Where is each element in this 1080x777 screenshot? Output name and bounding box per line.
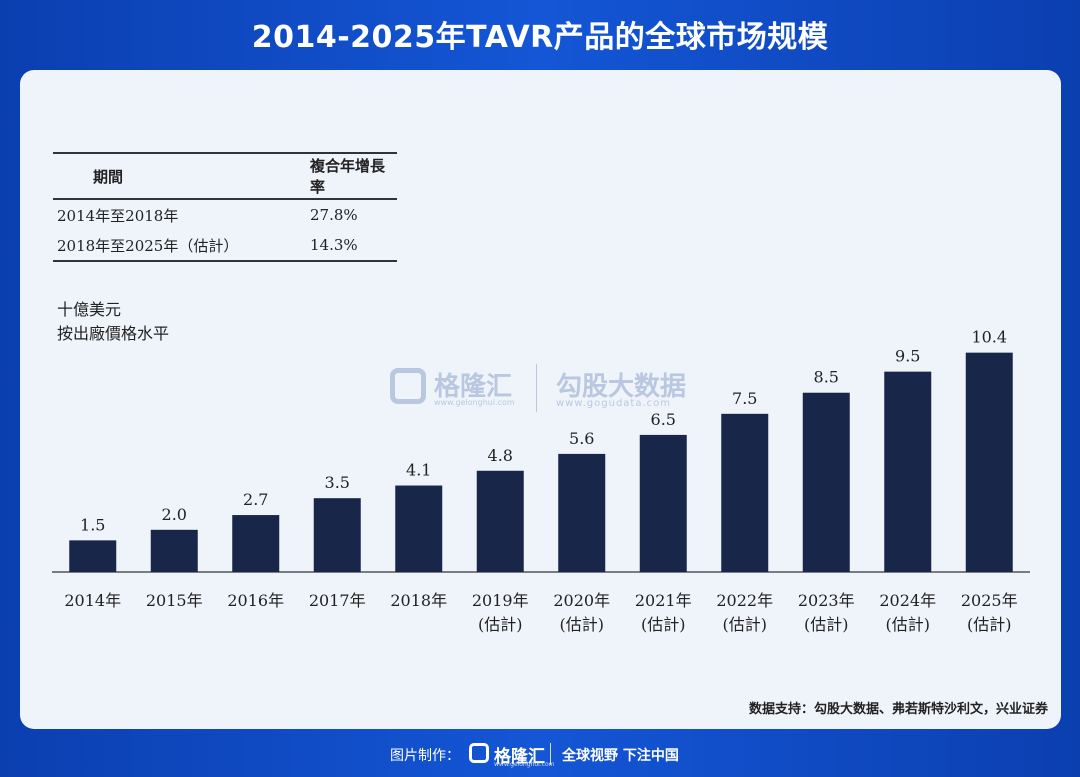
watermark-partner: 勾股大数据 bbox=[556, 372, 687, 402]
watermark-divider bbox=[536, 364, 537, 412]
data-label: 3.5 bbox=[325, 473, 350, 492]
footer-logo: 格隆汇 bbox=[494, 747, 545, 767]
x-tick-note: (估計) bbox=[804, 615, 849, 634]
gelonghui-logo-icon bbox=[390, 368, 426, 404]
bar bbox=[965, 352, 1013, 572]
x-tick-label: 2015年 bbox=[146, 591, 203, 610]
x-tick-label: 2020年 bbox=[553, 591, 610, 610]
x-tick-label: 2016年 bbox=[227, 591, 284, 610]
table-row: 2018年至2025年（估計） 14.3% bbox=[53, 230, 397, 262]
cagr-header-row: 期間 複合年增長率 bbox=[53, 152, 397, 200]
x-tick-label: 2021年 bbox=[635, 591, 692, 610]
data-label: 6.5 bbox=[651, 410, 676, 429]
footer-credit: 图片制作： bbox=[390, 748, 460, 764]
x-tick-note: (估計) bbox=[886, 615, 931, 634]
x-tick-note: (估計) bbox=[478, 615, 523, 634]
footer-logo-url: www.gelonghui.com bbox=[494, 761, 555, 768]
table-row: 2014年至2018年 27.8% bbox=[53, 199, 397, 230]
bar bbox=[232, 515, 280, 572]
bar bbox=[884, 371, 932, 572]
unit-line: 十億美元 bbox=[57, 300, 122, 319]
bar bbox=[721, 413, 769, 572]
x-tick-note: (估計) bbox=[560, 615, 605, 634]
cagr-header-rate: 複合年增長率 bbox=[284, 152, 397, 200]
footer-slogan: 全球视野 下注中国 bbox=[562, 748, 679, 764]
bar bbox=[395, 485, 443, 572]
x-tick-label: 2024年 bbox=[879, 591, 936, 610]
x-tick-label: 2017年 bbox=[309, 591, 366, 610]
footer: 图片制作： 格隆汇 www.gelonghui.com 全球视野 下注中国 bbox=[0, 741, 1080, 769]
cagr-rate: 27.8% bbox=[310, 206, 358, 224]
source-note: 数据支持：勾股大数据、弗若斯特沙利文，兴业证券 bbox=[748, 702, 1048, 717]
bar bbox=[69, 540, 117, 572]
data-label: 9.5 bbox=[895, 347, 920, 366]
x-tick-note: (估計) bbox=[967, 615, 1012, 634]
data-label: 8.5 bbox=[814, 368, 839, 387]
watermark-brand: 格隆汇 bbox=[434, 372, 513, 402]
unit-label: 十億美元 按出廠價格水平 bbox=[57, 298, 169, 346]
cagr-period: 2018年至2025年（估計） bbox=[53, 230, 284, 262]
data-label: 7.5 bbox=[732, 389, 757, 408]
x-tick-label: 2023年 bbox=[798, 591, 855, 610]
page-title: 2014-2025年TAVR产品的全球市场规模 bbox=[251, 20, 829, 55]
x-tick-label: 2022年 bbox=[716, 591, 773, 610]
x-tick-note: (估計) bbox=[641, 615, 686, 634]
cagr-header-period: 期間 bbox=[53, 152, 284, 200]
watermark-partner-url: www.gogudata.com bbox=[556, 398, 672, 409]
bar bbox=[313, 498, 361, 572]
data-label: 5.6 bbox=[569, 429, 594, 448]
gelonghui-logo-icon bbox=[469, 743, 489, 763]
unit-line: 按出廠價格水平 bbox=[57, 324, 170, 343]
cagr-rate: 14.3% bbox=[284, 230, 397, 262]
bar bbox=[558, 453, 606, 572]
cagr-period: 2014年至2018年 bbox=[57, 206, 179, 225]
data-label: 1.5 bbox=[80, 515, 105, 534]
x-tick-label: 2019年 bbox=[472, 591, 529, 610]
bar bbox=[639, 434, 687, 572]
x-tick-note: (估計) bbox=[723, 615, 768, 634]
data-label: 4.1 bbox=[406, 461, 431, 480]
data-label: 2.7 bbox=[243, 490, 268, 509]
x-tick-label: 2025年 bbox=[961, 591, 1018, 610]
bar bbox=[150, 529, 198, 572]
x-tick-label: 2018年 bbox=[390, 591, 447, 610]
data-label: 2.0 bbox=[162, 505, 187, 524]
watermark-brand-url: www.gelonghui.com bbox=[434, 398, 515, 407]
bar bbox=[802, 392, 850, 572]
footer-divider bbox=[550, 743, 551, 765]
bar bbox=[476, 470, 524, 572]
watermark: 格隆汇 www.gelonghui.com 勾股大数据 www.gogudata… bbox=[390, 362, 710, 418]
cagr-table: 期間 複合年增長率 2014年至2018年 27.8% 2018年至2025年（… bbox=[53, 152, 397, 262]
x-tick-label: 2014年 bbox=[64, 591, 121, 610]
data-label: 10.4 bbox=[971, 328, 1007, 347]
data-label: 4.8 bbox=[488, 446, 513, 465]
